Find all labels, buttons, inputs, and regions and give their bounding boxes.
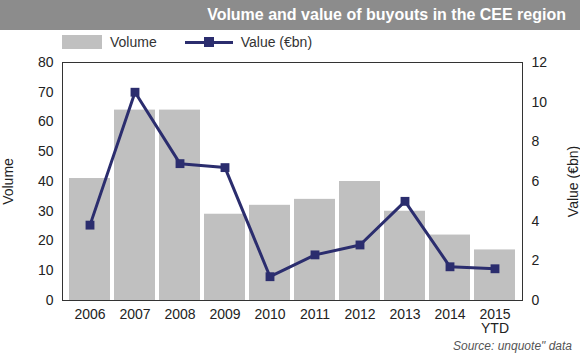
svg-text:4: 4 bbox=[532, 213, 540, 229]
svg-text:2014: 2014 bbox=[434, 306, 465, 322]
svg-text:0: 0 bbox=[532, 292, 540, 308]
svg-text:2: 2 bbox=[532, 252, 540, 268]
svg-text:Value (€bn): Value (€bn) bbox=[565, 146, 580, 217]
svg-text:50: 50 bbox=[38, 143, 54, 159]
svg-text:60: 60 bbox=[38, 113, 54, 129]
svg-text:2015YTD: 2015YTD bbox=[479, 306, 510, 336]
svg-text:2010: 2010 bbox=[254, 306, 285, 322]
svg-text:2007: 2007 bbox=[119, 306, 150, 322]
svg-text:80: 80 bbox=[38, 54, 54, 70]
svg-text:2008: 2008 bbox=[164, 306, 195, 322]
svg-text:8: 8 bbox=[532, 133, 540, 149]
html-text:Value (€bn): Value (€bn) bbox=[240, 34, 312, 50]
svg-text:0: 0 bbox=[46, 292, 54, 308]
html-text:Volume and value of buyouts in: Volume and value of buyouts in the CEE r… bbox=[207, 6, 566, 23]
svg-text:70: 70 bbox=[38, 84, 54, 100]
svg-text:2012: 2012 bbox=[344, 306, 375, 322]
svg-text:2009: 2009 bbox=[209, 306, 240, 322]
svg-text:2006: 2006 bbox=[74, 306, 105, 322]
html-text:Source: unquote" data: Source: unquote" data bbox=[453, 339, 572, 353]
svg-text:2011: 2011 bbox=[300, 306, 330, 322]
svg-text:12: 12 bbox=[532, 54, 548, 70]
svg-text:10: 10 bbox=[532, 94, 548, 110]
svg-text:10: 10 bbox=[38, 262, 54, 278]
svg-text:30: 30 bbox=[38, 203, 54, 219]
svg-text:20: 20 bbox=[38, 232, 54, 248]
svg-text:2013: 2013 bbox=[389, 306, 420, 322]
html-text:Volume: Volume bbox=[110, 34, 157, 50]
svg-text:Volume: Volume bbox=[0, 158, 16, 205]
svg-text:6: 6 bbox=[532, 173, 540, 189]
svg-text:40: 40 bbox=[38, 173, 54, 189]
